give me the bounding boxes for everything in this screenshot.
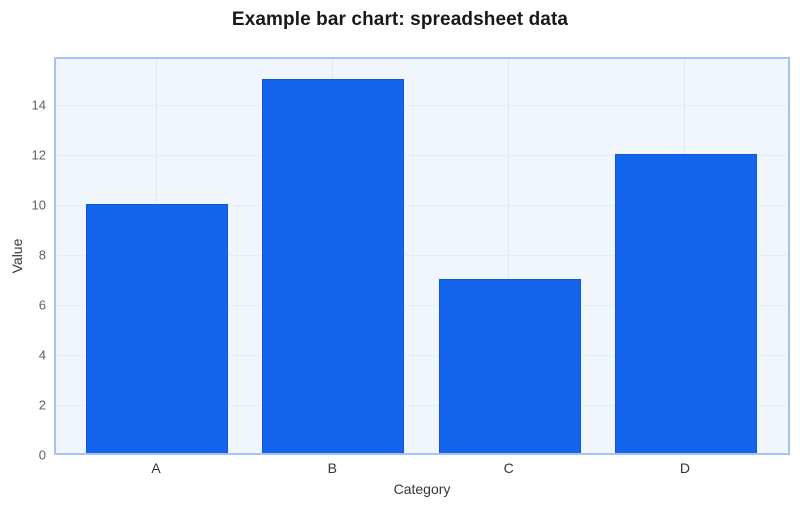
y-tick-label: 10: [31, 197, 46, 213]
y-tick-label: 2: [38, 397, 46, 413]
gridline-horizontal: [54, 204, 790, 206]
y-tick-label: 0: [38, 447, 46, 463]
gridline-horizontal: [54, 104, 790, 106]
chart-title: Example bar chart: spreadsheet data: [231, 9, 569, 30]
y-tick-label: 14: [31, 97, 46, 113]
gridline-horizontal: [54, 404, 790, 406]
plot-area: [54, 57, 790, 455]
x-tick-label-D: D: [679, 460, 691, 476]
gridline-horizontal: [54, 154, 790, 156]
gridline-horizontal: [54, 354, 790, 356]
x-axis-label: Category: [393, 481, 451, 497]
y-tick-label: 4: [38, 347, 46, 363]
gridline-horizontal: [54, 304, 790, 306]
x-tick-label-A: A: [151, 460, 161, 476]
gridline-vertical: [508, 57, 510, 455]
x-tick-label-C: C: [503, 460, 514, 476]
bar-A: [86, 204, 228, 455]
y-tick-label: 12: [31, 147, 46, 163]
y-tick-label: 6: [38, 297, 46, 313]
bar-C: [438, 279, 581, 455]
x-tick-label-B: B: [327, 460, 337, 476]
y-tick-label: 8: [38, 247, 46, 263]
bar-D: [614, 154, 757, 455]
bar-B: [262, 79, 405, 455]
gridline-horizontal: [54, 254, 790, 256]
